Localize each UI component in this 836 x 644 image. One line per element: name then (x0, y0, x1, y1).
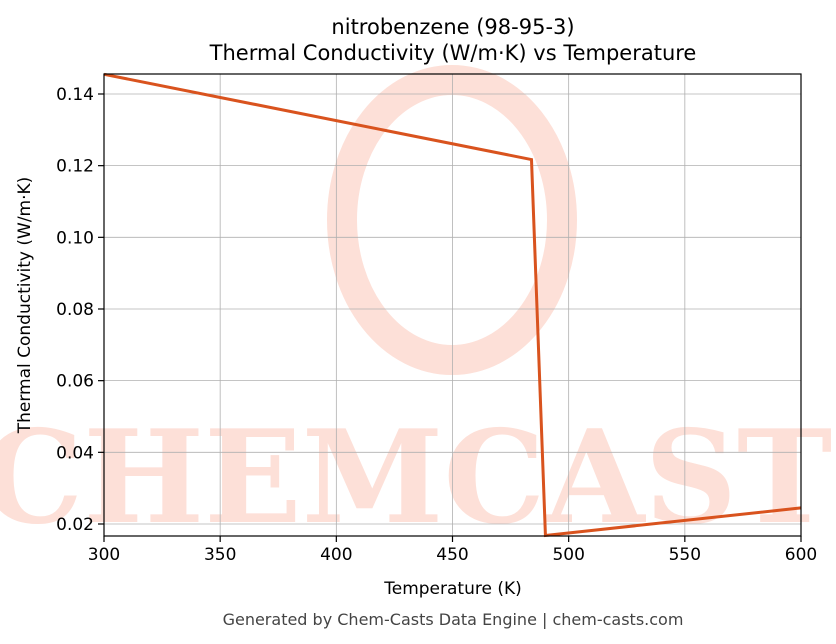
footer: Generated by Chem-Casts Data Engine | ch… (223, 610, 684, 629)
x-tick-label: 350 (204, 545, 236, 565)
chart-subtitle: Thermal Conductivity (W/m·K) vs Temperat… (209, 41, 697, 65)
watermark: CHEMCASTS (0, 403, 836, 553)
y-tick-label: 0.02 (56, 515, 94, 535)
x-tick-label: 450 (436, 545, 468, 565)
x-tick-label: 600 (785, 545, 817, 565)
y-tick-label: 0.04 (56, 443, 94, 463)
x-axis-label: Temperature (K) (383, 579, 522, 599)
x-tick-label: 300 (88, 545, 120, 565)
y-tick-label: 0.10 (56, 228, 94, 248)
y-tick-label: 0.06 (56, 372, 94, 392)
plot-frame (103, 73, 802, 537)
x-tick-label: 400 (320, 545, 352, 565)
x-tick-label: 500 (552, 545, 584, 565)
y-axis-label: Thermal Conductivity (W/m·K) (15, 177, 35, 435)
chart-title: nitrobenzene (98-95-3) (331, 15, 574, 39)
data-line (103, 72, 802, 538)
watermark-logo (327, 65, 577, 375)
x-tick-label: 550 (669, 545, 701, 565)
y-tick-label: 0.08 (56, 300, 94, 320)
y-tick-label: 0.14 (56, 85, 94, 105)
y-tick-label: 0.12 (56, 157, 94, 177)
